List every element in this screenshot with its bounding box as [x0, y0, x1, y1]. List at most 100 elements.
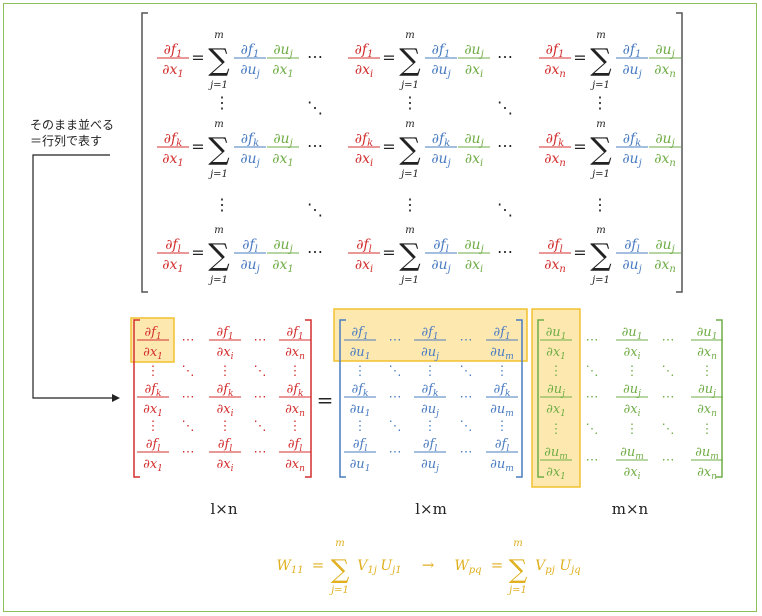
top-vdots-0-2: ⋮ [592, 93, 608, 112]
right-dots-1-3: ⋱ [662, 422, 675, 437]
middle-entry-0-0-numerator: ∂f1 [351, 325, 368, 342]
top-entry-1-0-sum-upper: m [214, 119, 223, 130]
right-entry-0-2-numerator: ∂u1 [697, 325, 718, 342]
dim-label-left: l×n [210, 500, 237, 518]
top-entry-1-2-sum: ∑ [590, 132, 612, 167]
top-ddots-1-1: ⋱ [497, 200, 513, 219]
top-entry-0-1-df-du-numerator: ∂f1 [432, 42, 451, 60]
right-entry-1-1: ∂uj ∂xi [616, 382, 648, 419]
right-entry-1-1-numerator: ∂uj [623, 382, 641, 399]
middle-entry-1-1-denominator: ∂uj [421, 402, 439, 419]
middle-entry-1-1-numerator: ∂fk [421, 382, 438, 399]
top-entry-2-2-equals: = [573, 243, 586, 262]
formula-equals-1: = [312, 556, 325, 574]
left-entry-2-2: ∂fl ∂xn [279, 437, 311, 474]
left-entry-1-2: ∂fk ∂xn [279, 382, 311, 419]
top-entry-0-1-sum-upper: m [405, 30, 414, 41]
top-entry-0-0-lhs: ∂f1∂x1 [157, 42, 189, 80]
right-matrix-bracket [537, 319, 723, 478]
formula-sum-2: ∑ [509, 555, 528, 585]
right-entry-0-0-denominator: ∂x1 [546, 345, 566, 362]
top-entry-0-1-sum: ∑ [399, 43, 421, 78]
top-entry-1-2-lhs-denominator: ∂xn [544, 151, 566, 169]
right-entry-0-0-numerator: ∂u1 [546, 325, 567, 342]
top-entry-2-0-lhs: ∂fl ∂x1 [157, 237, 189, 275]
top-entry-1-2-du-dx-numerator: ∂uj [655, 131, 674, 149]
top-entry-0-2-sum-lower: j=1 [590, 80, 610, 91]
top-entry-1-1-sum-lower: j=1 [399, 169, 419, 180]
connector-arrow-head [112, 394, 120, 402]
top-entry-0-0-df-du-denominator: ∂uj [240, 62, 259, 80]
top-matrix-bracket-right [676, 12, 683, 293]
left-entry-2-1: ∂fl ∂xi [209, 437, 241, 474]
top-entry-2-0-du-dx-denominator: ∂x1 [272, 257, 294, 275]
left-entry-1-1-numerator: ∂fk [216, 382, 233, 399]
top-entry-0-0-sum-upper: m [214, 30, 223, 41]
top-ddots-0-0: ⋱ [307, 98, 323, 117]
top-entry-2-0-sum-upper: m [214, 225, 223, 236]
top-entry-1-0-sum-lower: j=1 [208, 169, 228, 180]
top-vdots-0-1: ⋮ [402, 93, 418, 112]
top-vdots-1-2: ⋮ [592, 195, 608, 214]
right-hdots-0-0: ⋯ [586, 333, 599, 348]
left-entry-0-0: ∂f1∂x1 [137, 325, 169, 362]
top-entry-0-1-equals: = [382, 48, 395, 67]
middle-entry-2-1-denominator: ∂uj [421, 457, 439, 474]
top-entry-1-2-lhs: ∂fk ∂xn [539, 131, 571, 169]
top-entry-0-2-df-du-numerator: ∂f1 [623, 42, 642, 60]
top-entry-2-1-lhs: ∂fl ∂xi [348, 237, 380, 275]
left-entry-0-2-numerator: ∂f1 [286, 325, 303, 342]
left-entry-2-0-numerator: ∂fl [146, 437, 161, 454]
top-entry-1-1-df-du-numerator: ∂fk [432, 131, 450, 149]
middle-entry-2-2: ∂fl ∂um [486, 437, 518, 474]
middle-dots-0-3: ⋱ [460, 364, 473, 379]
top-entry-2-1-equals: = [382, 243, 395, 262]
right-entry-2-2: ∂um ∂xn [691, 445, 723, 482]
middle-hdots-2-1: ⋯ [460, 445, 473, 460]
right-entry-0-1-numerator: ∂u1 [622, 325, 643, 342]
top-entry-0-2-du-dx-denominator: ∂xn [654, 62, 676, 80]
left-entry-2-2-denominator: ∂xn [285, 457, 305, 474]
left-hdots-0-0: ⋯ [182, 333, 195, 348]
middle-matrix-bracket-left [339, 319, 346, 478]
top-entry-2-2-sum-lower: j=1 [590, 275, 610, 286]
right-entry-2-0-denominator: ∂x1 [546, 465, 566, 482]
middle-hdots-0-0: ⋯ [389, 333, 402, 348]
connector-arrow-line [32, 154, 112, 399]
top-entry-0-1-df-du: ∂f1 ∂uj [425, 42, 457, 80]
right-entry-0-2: ∂u1 ∂xn [691, 325, 723, 362]
right-dots-1-4: ⋮ [701, 422, 714, 437]
top-vdots-1-0: ⋮ [214, 195, 230, 214]
left-entry-0-2: ∂f1 ∂xn [279, 325, 311, 362]
right-entry-1-1-denominator: ∂xi [624, 402, 641, 419]
middle-entry-1-0-denominator: ∂u1 [350, 402, 371, 419]
right-entry-0-1: ∂u1 ∂xi [616, 325, 648, 362]
left-entry-2-1-numerator: ∂fl [218, 437, 233, 454]
middle-dots-0-1: ⋱ [389, 364, 402, 379]
left-entry-0-1: ∂f1 ∂xi [209, 325, 241, 362]
left-entry-2-2-numerator: ∂fl [288, 437, 303, 454]
right-dots-1-2: ⋮ [626, 422, 639, 437]
top-hdots-0-0: ⋯ [307, 47, 323, 66]
right-entry-2-1-denominator: ∂xi [624, 465, 641, 482]
top-entry-2-0-equals: = [191, 243, 204, 262]
middle-entry-2-1-numerator: ∂fl [423, 437, 438, 454]
middle-entry-2-2-numerator: ∂fl [495, 437, 510, 454]
formula-arrow: → [422, 556, 435, 574]
top-entry-0-2-lhs-numerator: ∂f1 [546, 42, 565, 60]
top-ddots-1-0: ⋱ [307, 200, 323, 219]
top-entry-0-2-df-du-denominator: ∂uj [622, 62, 641, 80]
top-entry-2-0-sum-lower: j=1 [208, 275, 228, 286]
left-dots-1-1: ⋱ [182, 419, 195, 434]
middle-entry-1-2-denominator: ∂um [490, 402, 514, 419]
top-entry-0-2-du-dx-numerator: ∂uj [655, 42, 674, 60]
left-entry-1-1-denominator: ∂xi [217, 402, 234, 419]
right-entry-1-2-numerator: ∂uj [698, 382, 716, 399]
left-hdots-1-0: ⋯ [182, 390, 195, 405]
top-entry-1-0-lhs-denominator: ∂x1 [162, 151, 184, 169]
formula-sum-2-lower: j=1 [507, 585, 527, 596]
top-entry-0-2-lhs-denominator: ∂xn [544, 62, 566, 80]
middle-entry-2-0: ∂fl ∂u1 [344, 437, 376, 474]
left-matrix-bracket [133, 319, 312, 478]
top-entry-0-0-lhs-numerator: ∂f1 [164, 42, 183, 60]
